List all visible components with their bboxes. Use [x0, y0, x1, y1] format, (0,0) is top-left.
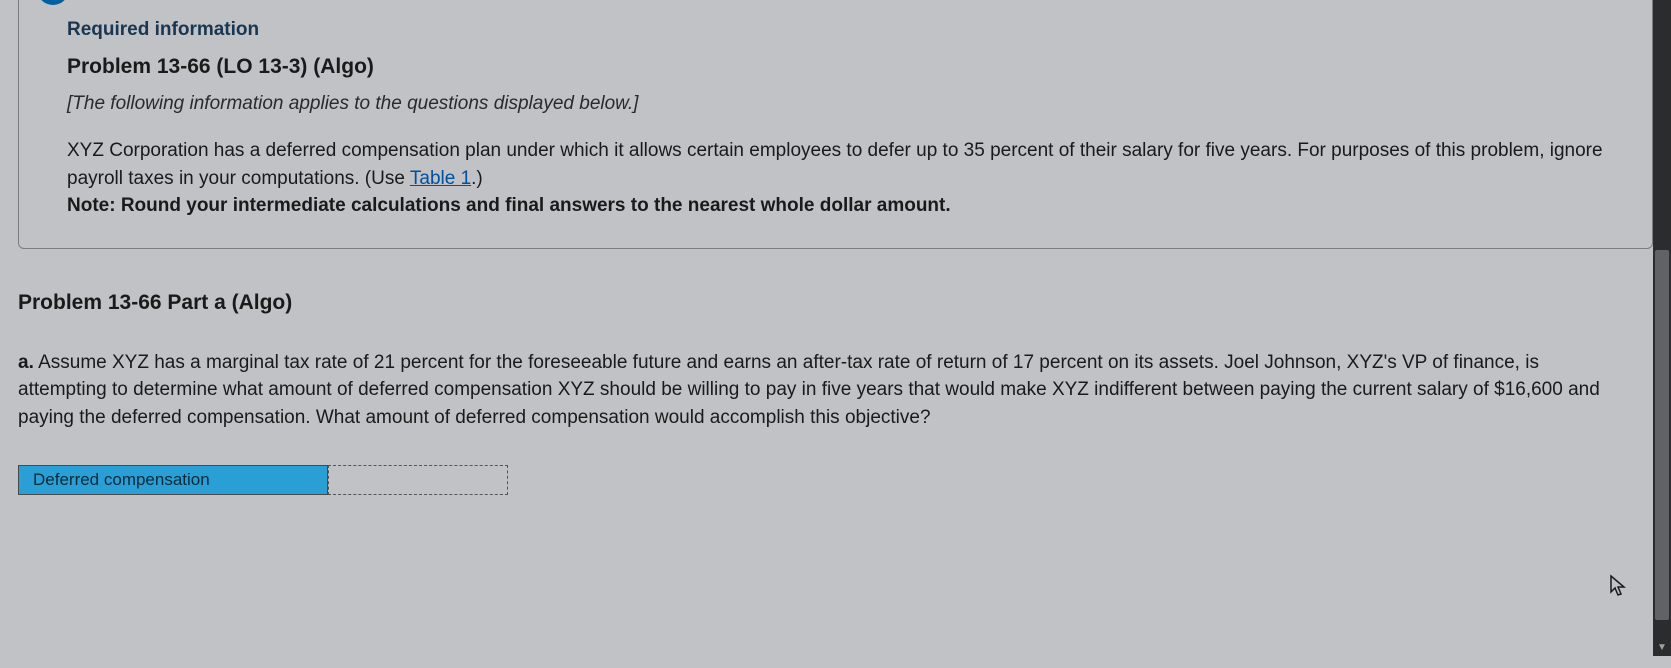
required-info-box: ! Required information Problem 13-66 (LO…: [18, 0, 1653, 249]
scrollbar-track[interactable]: ▼: [1653, 0, 1671, 656]
answer-label: Deferred compensation: [18, 465, 328, 495]
alert-glyph: !: [50, 0, 57, 1]
scrollbar-thumb[interactable]: [1655, 250, 1669, 620]
scenario-text: XYZ Corporation has a deferred compensat…: [67, 137, 1604, 192]
alert-icon: !: [37, 0, 69, 5]
scrollbar-down-icon[interactable]: ▼: [1655, 640, 1669, 654]
content-wrapper: ! Required information Problem 13-66 (LO…: [0, 0, 1671, 513]
applies-note: [The following information applies to th…: [67, 93, 1604, 115]
part-heading: Problem 13-66 Part a (Algo): [18, 291, 1653, 315]
question-body: Assume XYZ has a marginal tax rate of 21…: [18, 352, 1600, 428]
required-heading: Required information: [67, 19, 1604, 41]
rounding-note: Note: Round your intermediate calculatio…: [67, 192, 1604, 220]
table-1-link[interactable]: Table 1: [410, 168, 471, 189]
deferred-compensation-input[interactable]: [328, 465, 508, 495]
body-text-2: .): [471, 168, 483, 189]
body-text-1: XYZ Corporation has a deferred compensat…: [67, 140, 1603, 189]
answer-row: Deferred compensation: [18, 465, 1653, 495]
cursor-icon: [1609, 574, 1629, 604]
problem-heading: Problem 13-66 (LO 13-3) (Algo): [67, 55, 1604, 79]
question-text: a. Assume XYZ has a marginal tax rate of…: [18, 349, 1608, 432]
question-prefix: a.: [18, 352, 34, 373]
